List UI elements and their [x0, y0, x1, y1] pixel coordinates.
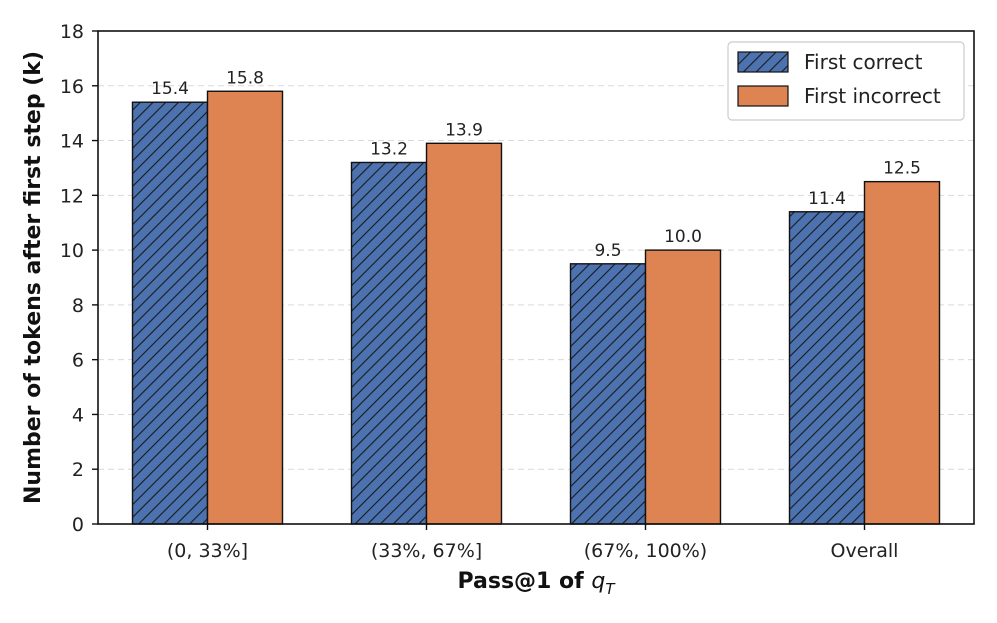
y-tick-label: 8 — [72, 295, 84, 317]
legend: First correct First incorrect — [727, 41, 965, 121]
legend-label-first-incorrect: First incorrect — [804, 84, 941, 108]
bar-first-incorrect — [644, 249, 722, 525]
bar-first-incorrect — [863, 180, 941, 525]
bar-first-correct — [569, 263, 647, 525]
data-label: 12.5 — [883, 159, 921, 179]
y-tick-label: 0 — [72, 514, 84, 536]
bar-first-incorrect — [425, 142, 503, 525]
y-tick-label: 6 — [72, 350, 84, 372]
x-tick-label: (0, 33%] — [167, 540, 248, 562]
data-label: 10.0 — [664, 227, 702, 247]
y-tick-label: 16 — [60, 76, 84, 98]
data-label: 15.4 — [151, 79, 189, 99]
x-axis-title-symbol: q — [591, 569, 605, 594]
x-axis-title-subscript: T — [605, 580, 616, 598]
x-axis-title: Pass@1 of qT — [457, 569, 616, 598]
y-tick-label: 14 — [60, 131, 84, 153]
x-tick-label: (33%, 67%] — [371, 540, 482, 562]
y-tick-label: 4 — [72, 404, 84, 426]
bar-first-correct — [350, 161, 428, 525]
bar-first-correct — [788, 211, 866, 525]
legend-swatch-first-correct — [737, 51, 789, 73]
data-label: 13.9 — [445, 120, 483, 140]
data-labels: 15.4 15.8 13.2 13.9 9.5 10.0 11.4 12.5 — [151, 68, 921, 261]
y-tick-label: 2 — [72, 459, 84, 481]
data-label: 9.5 — [594, 241, 621, 261]
y-tick-label: 12 — [60, 185, 84, 207]
x-axis-ticks: (0, 33%] (33%, 67%] (67%, 100%) Overall — [167, 524, 899, 562]
y-axis-title: Number of tokens after first step (k) — [21, 51, 46, 504]
data-label: 15.8 — [226, 68, 264, 88]
data-label: 11.4 — [808, 189, 846, 209]
x-tick-label: Overall — [831, 540, 899, 562]
bar-first-correct — [131, 101, 209, 525]
bars — [131, 90, 941, 525]
legend-label-first-correct: First correct — [804, 50, 923, 74]
x-tick-label: (67%, 100%) — [584, 540, 707, 562]
legend-swatch-first-incorrect — [737, 85, 789, 107]
y-tick-label: 18 — [60, 21, 84, 43]
bar-first-incorrect — [206, 90, 284, 525]
data-label: 13.2 — [370, 139, 408, 159]
x-axis-title-text: Pass@1 of — [457, 569, 591, 594]
y-axis-ticks: 0 2 4 6 8 10 12 14 16 18 — [60, 21, 98, 536]
y-tick-label: 10 — [60, 240, 84, 262]
plot-frame — [97, 30, 975, 525]
